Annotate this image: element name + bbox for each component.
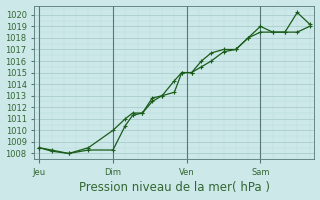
X-axis label: Pression niveau de la mer( hPa ): Pression niveau de la mer( hPa )	[79, 181, 270, 194]
